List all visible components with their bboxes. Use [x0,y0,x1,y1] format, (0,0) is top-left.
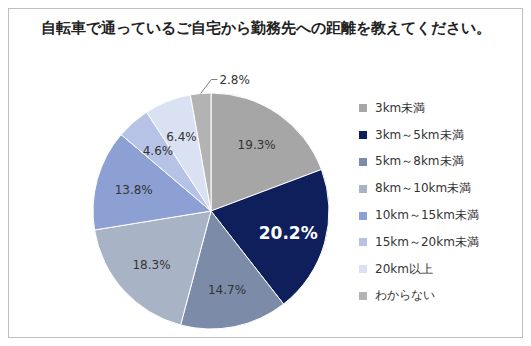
svg-text:2.8%: 2.8% [219,73,250,87]
html-text:3km未満: 3km未満 [375,100,426,115]
html-text:5km～8km未満: 5km～8km未満 [375,154,464,169]
html-text:わからない: わからない [375,288,435,303]
html-text:8km～10km未満: 8km～10km未満 [375,181,472,196]
svg-text:18.3%: 18.3% [132,258,170,272]
svg-text:13.8%: 13.8% [115,183,153,197]
svg-text:14.7%: 14.7% [208,283,246,297]
svg-text:4.6%: 4.6% [143,144,174,158]
svg-text:19.3%: 19.3% [238,138,276,152]
html-text:20km以上: 20km以上 [375,261,433,276]
svg-text:20.2%: 20.2% [259,223,318,243]
html-text:15km～20km未満: 15km～20km未満 [375,234,479,249]
html-text:10km～15km未満: 10km～15km未満 [375,208,479,223]
html-text:3km～5km未満: 3km～5km未満 [375,127,464,142]
html-text:自転車で通っているご自宅から勤務先への距離を教えてください。: 自転車で通っているご自宅から勤務先への距離を教えてください。 [40,19,491,37]
svg-text:6.4%: 6.4% [166,130,197,144]
